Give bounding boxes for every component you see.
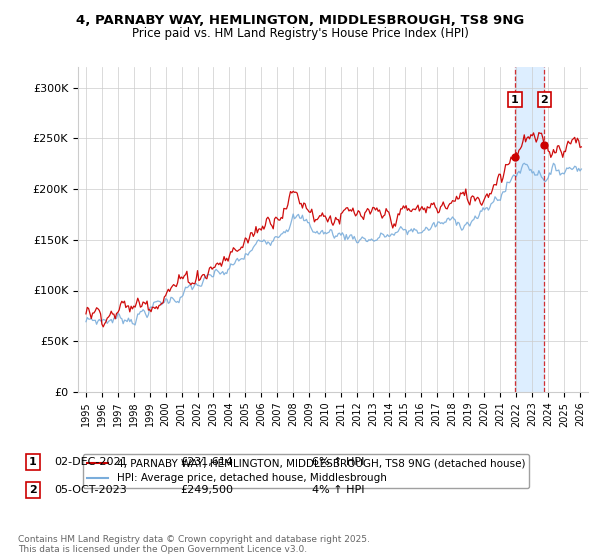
Text: 1: 1 (511, 95, 519, 105)
Text: 4, PARNABY WAY, HEMLINGTON, MIDDLESBROUGH, TS8 9NG: 4, PARNABY WAY, HEMLINGTON, MIDDLESBROUG… (76, 14, 524, 27)
Text: £249,500: £249,500 (180, 485, 233, 495)
Text: 05-OCT-2023: 05-OCT-2023 (54, 485, 127, 495)
Text: 02-DEC-2021: 02-DEC-2021 (54, 457, 128, 467)
Text: Contains HM Land Registry data © Crown copyright and database right 2025.
This d: Contains HM Land Registry data © Crown c… (18, 535, 370, 554)
Text: Price paid vs. HM Land Registry's House Price Index (HPI): Price paid vs. HM Land Registry's House … (131, 27, 469, 40)
Text: 4% ↑ HPI: 4% ↑ HPI (312, 485, 365, 495)
Text: 1: 1 (29, 457, 37, 467)
Text: £231,614: £231,614 (180, 457, 233, 467)
Text: 2: 2 (540, 95, 548, 105)
Legend: 4, PARNABY WAY, HEMLINGTON, MIDDLESBROUGH, TS8 9NG (detached house), HPI: Averag: 4, PARNABY WAY, HEMLINGTON, MIDDLESBROUG… (83, 454, 529, 488)
Text: 6% ↑ HPI: 6% ↑ HPI (312, 457, 364, 467)
Bar (515, 67, 544, 392)
Text: 2: 2 (29, 485, 37, 495)
